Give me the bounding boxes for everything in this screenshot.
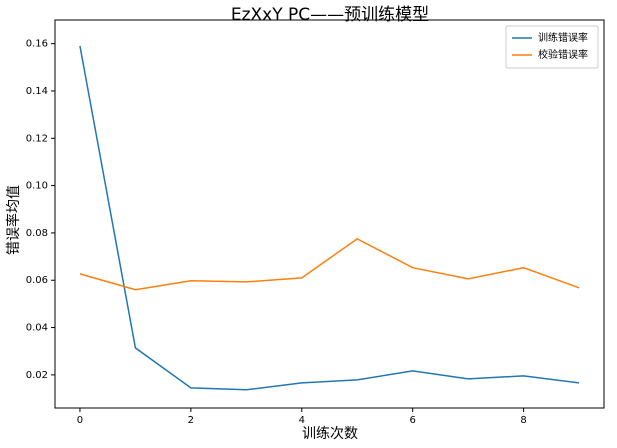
x-tick-label: 2: [188, 415, 194, 426]
y-tick-label: 0.08: [26, 228, 48, 239]
series-line: [79, 45, 580, 391]
series-line: [79, 237, 580, 291]
plot-area: [54, 19, 605, 409]
legend-label: 训练错误率: [538, 31, 588, 44]
y-tick-label: 0.14: [26, 86, 48, 97]
x-tick-label: 0: [77, 415, 83, 426]
y-tick-label: 0.10: [26, 181, 48, 192]
x-axis-label: 训练次数: [302, 426, 358, 442]
y-tick-label: 0.02: [26, 370, 48, 381]
legend-box: [505, 25, 599, 69]
y-tick-label: 0.04: [26, 323, 48, 334]
x-tick-label: 8: [520, 415, 526, 426]
y-axis-label: 错误率均值: [5, 185, 22, 255]
x-tick-label: 4: [299, 415, 305, 426]
x-tick-label: 6: [409, 415, 415, 426]
y-tick-label: 0.12: [26, 133, 48, 144]
legend-label: 校验错误率: [538, 48, 588, 61]
chart-title: EzXxY PC——预训练模型: [231, 5, 429, 25]
y-tick-label: 0.06: [26, 275, 48, 286]
y-tick-label: 0.16: [26, 39, 48, 50]
